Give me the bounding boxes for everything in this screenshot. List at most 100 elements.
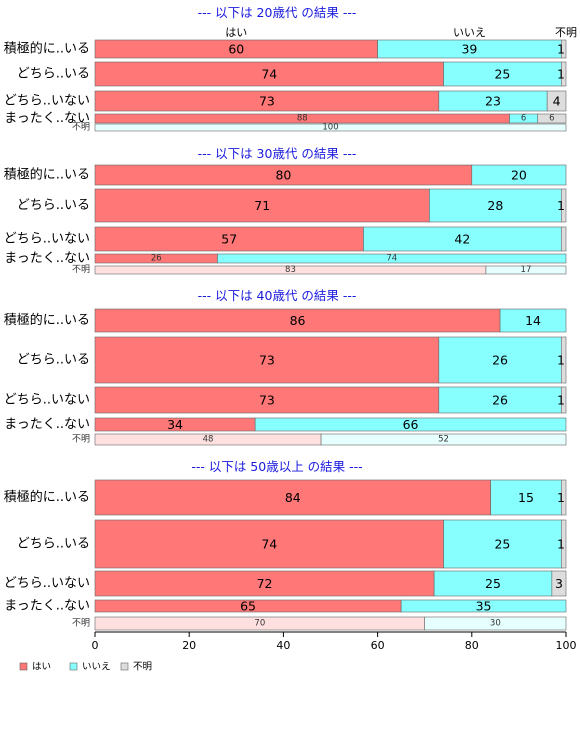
bar-segment bbox=[471, 164, 567, 186]
data-label: 15 bbox=[518, 490, 534, 505]
category-label: 積極的に..いる bbox=[4, 312, 90, 328]
data-label: 88 bbox=[297, 114, 308, 124]
category-label: どちら..いない bbox=[4, 232, 90, 247]
data-label: 1 bbox=[557, 393, 565, 408]
bar-segment bbox=[363, 226, 562, 252]
category-label: どちら..いる bbox=[17, 198, 90, 213]
legend-label: 不明 bbox=[133, 662, 152, 673]
bar-row: どちら..いない 73 23 4 bbox=[4, 90, 567, 112]
bar-row: どちら..いる 74 25 1 bbox=[17, 61, 567, 87]
data-label: 28 bbox=[487, 198, 503, 213]
category-label: 不明 bbox=[72, 264, 90, 275]
category-label: どちら..いない bbox=[4, 393, 90, 408]
bar-segment bbox=[560, 479, 567, 516]
bar-segment bbox=[560, 519, 567, 569]
bar-row: 不明 70 30 bbox=[72, 616, 567, 631]
bar-segment bbox=[94, 386, 440, 414]
category-label: どちら..いない bbox=[4, 576, 90, 591]
x-tick-label: 0 bbox=[92, 639, 99, 652]
data-label: 70 bbox=[254, 619, 265, 629]
data-label: 73 bbox=[259, 94, 275, 109]
panel: --- 以下は 50歳以上 の結果 ---積極的に..いる 84 15 1どちら..い… bbox=[4, 459, 567, 631]
legend-label: いいえ bbox=[82, 662, 111, 673]
data-label: 1 bbox=[557, 198, 565, 213]
panel-title: --- 以下は 40歳代 の結果 --- bbox=[198, 288, 357, 303]
bar-segment bbox=[546, 90, 567, 112]
bar-segment bbox=[217, 253, 567, 264]
bar-segment bbox=[94, 226, 364, 252]
bar-segment bbox=[424, 616, 567, 631]
panel: --- 以下は 40歳代 の結果 --- 積極的に..いる 86 14 どちら..いる 7… bbox=[4, 288, 567, 446]
data-label: 1 bbox=[557, 42, 565, 57]
data-label: 25 bbox=[485, 576, 501, 591]
bar-row: 積極的に..いる 84 15 1 bbox=[4, 479, 567, 516]
bar-row: 積極的に..いる 80 20 bbox=[4, 164, 567, 186]
x-tick-label: 20 bbox=[182, 639, 196, 652]
data-label: 66 bbox=[403, 417, 419, 432]
bar-row: どちら..いない 57 42 bbox=[4, 226, 567, 252]
data-label: 3 bbox=[555, 576, 563, 591]
data-label: 4 bbox=[553, 94, 561, 109]
bar-row: どちら..いない 72 25 3 bbox=[4, 570, 567, 597]
bar-segment bbox=[560, 386, 567, 414]
column-header: はい bbox=[225, 26, 247, 39]
bar-row: 積極的に..いる 86 14 bbox=[4, 308, 567, 333]
data-label: 26 bbox=[151, 254, 162, 264]
category-label: 不明 bbox=[72, 122, 90, 133]
data-label: 73 bbox=[259, 393, 275, 408]
legend-label: はい bbox=[32, 662, 51, 673]
bar-segment bbox=[443, 61, 562, 87]
data-label: 42 bbox=[454, 232, 470, 247]
data-label: 17 bbox=[521, 265, 532, 275]
data-label: 39 bbox=[461, 42, 477, 57]
bar-segment bbox=[94, 519, 444, 569]
bar-segment bbox=[429, 188, 562, 223]
category-label: 積極的に..いる bbox=[4, 41, 90, 57]
category-label: まったく..ない bbox=[4, 111, 90, 126]
bar-segment bbox=[320, 433, 567, 446]
panel: --- 以下は 30歳代 の結果 --- 積極的に..いる 80 20 どちら..いる 7… bbox=[4, 146, 567, 275]
bar-row: 不明 100 bbox=[72, 122, 567, 133]
column-header: いいえ bbox=[453, 26, 486, 39]
category-label: どちら..いる bbox=[17, 353, 90, 368]
category-label: どちら..いない bbox=[4, 94, 90, 109]
data-label: 57 bbox=[221, 232, 237, 247]
data-label: 30 bbox=[490, 619, 501, 629]
data-label: 84 bbox=[285, 490, 301, 505]
bar-segment bbox=[443, 519, 562, 569]
bar-row: まったく..ない 34 66 bbox=[4, 417, 567, 432]
data-label: 74 bbox=[386, 254, 397, 264]
bar-row: どちら..いる 73 26 1 bbox=[17, 336, 567, 384]
data-label: 14 bbox=[525, 313, 541, 328]
bar-segment bbox=[433, 570, 553, 597]
bar-segment bbox=[438, 336, 562, 384]
data-label: 23 bbox=[485, 94, 501, 109]
data-label: 1 bbox=[557, 353, 565, 368]
data-label: 52 bbox=[438, 435, 449, 445]
category-label: まったく..ない bbox=[4, 417, 90, 432]
bar-segment bbox=[560, 39, 567, 59]
data-label: 86 bbox=[290, 313, 306, 328]
bar-segment bbox=[537, 113, 567, 124]
bar-segment bbox=[485, 265, 567, 275]
data-label: 6 bbox=[549, 114, 554, 124]
data-label: 1 bbox=[557, 537, 565, 552]
bar-segment bbox=[499, 308, 567, 333]
category-label: まったく..ない bbox=[4, 599, 90, 614]
data-label: 25 bbox=[494, 67, 510, 82]
data-label: 65 bbox=[240, 599, 256, 614]
legend-swatch bbox=[120, 662, 129, 671]
panel-title: --- 以下は 30歳代 の結果 --- bbox=[198, 146, 357, 161]
data-label: 60 bbox=[228, 42, 244, 57]
bar-segment bbox=[94, 123, 567, 132]
bar-segment bbox=[94, 570, 435, 597]
bar-segment bbox=[94, 479, 491, 516]
bar-segment bbox=[254, 417, 567, 432]
legend: はい いいえ 不明 bbox=[19, 662, 152, 673]
data-label: 74 bbox=[261, 537, 277, 552]
data-label: 71 bbox=[254, 198, 270, 213]
data-label: 20 bbox=[511, 168, 527, 183]
